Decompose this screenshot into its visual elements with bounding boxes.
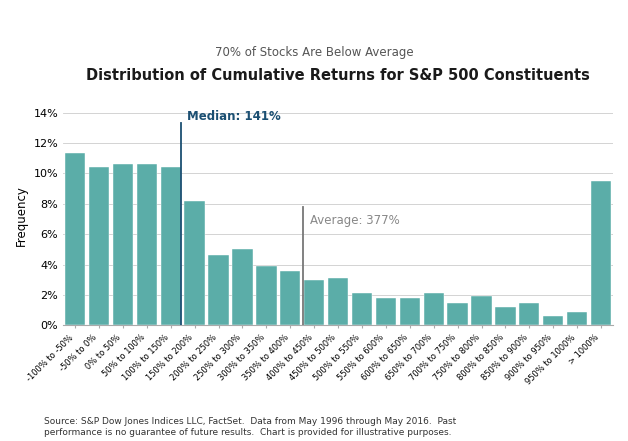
- Bar: [399, 298, 420, 325]
- Bar: [65, 153, 85, 325]
- Bar: [519, 303, 539, 325]
- Bar: [448, 303, 468, 325]
- Bar: [352, 293, 372, 325]
- Bar: [137, 164, 157, 325]
- Bar: [328, 278, 349, 325]
- Text: Median: 141%: Median: 141%: [187, 110, 280, 123]
- Bar: [376, 298, 396, 325]
- Bar: [256, 266, 276, 325]
- Bar: [185, 201, 205, 325]
- Bar: [495, 307, 516, 325]
- Bar: [472, 296, 492, 325]
- Bar: [543, 316, 563, 325]
- Bar: [591, 181, 611, 325]
- Bar: [280, 271, 300, 325]
- Bar: [567, 312, 587, 325]
- Bar: [161, 167, 181, 325]
- Bar: [304, 280, 324, 325]
- Text: Average: 377%: Average: 377%: [310, 214, 400, 228]
- Bar: [423, 293, 444, 325]
- Title: Distribution of Cumulative Returns for S&P 500 Constituents: Distribution of Cumulative Returns for S…: [86, 68, 590, 83]
- Text: 70% of Stocks Are Below Average: 70% of Stocks Are Below Average: [215, 46, 413, 59]
- Bar: [89, 167, 109, 325]
- Bar: [208, 255, 229, 325]
- Bar: [113, 164, 133, 325]
- Text: Source: S&P Dow Jones Indices LLC, FactSet.  Data from May 1996 through May 2016: Source: S&P Dow Jones Indices LLC, FactS…: [44, 417, 456, 437]
- Bar: [232, 249, 252, 325]
- Y-axis label: Frequency: Frequency: [15, 185, 28, 246]
